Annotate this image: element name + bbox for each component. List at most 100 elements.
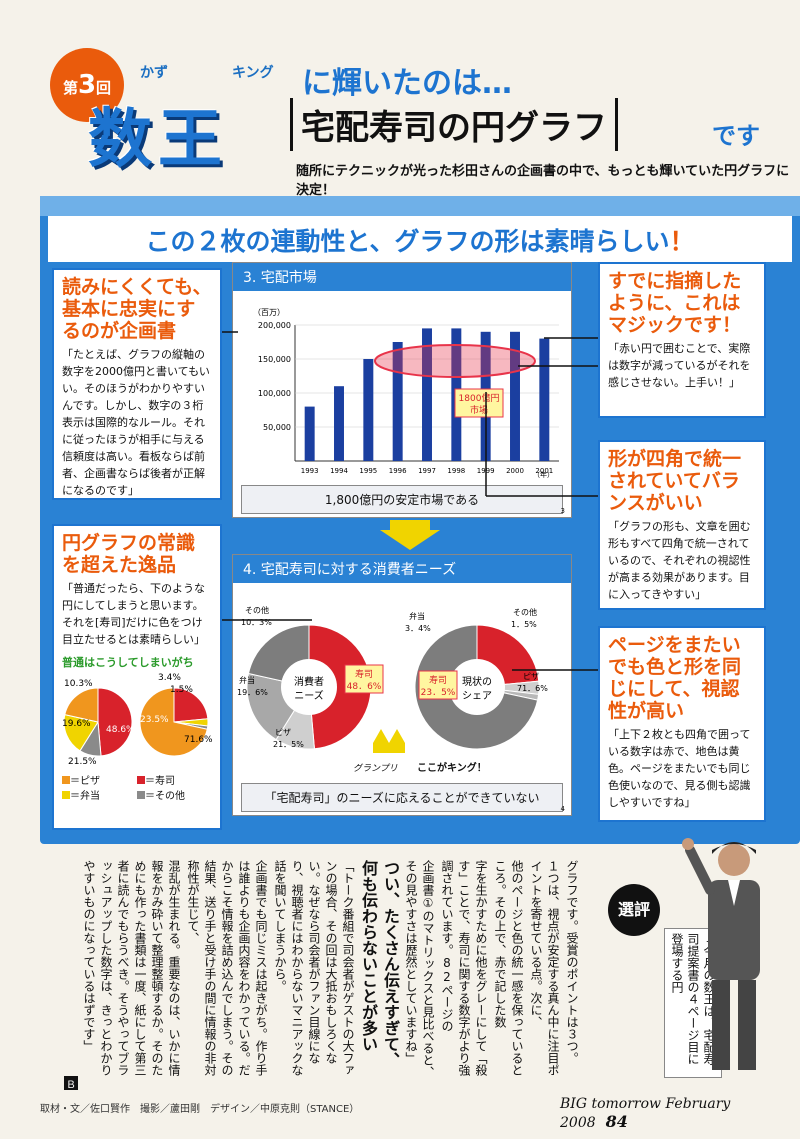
legend-other: ＝その他 bbox=[137, 789, 212, 804]
needs-hole bbox=[281, 659, 337, 715]
mini-pie-needs bbox=[63, 687, 133, 757]
note-right-2-title: 形が四角で統一されていてバランスがいい bbox=[608, 448, 742, 514]
needs-other: その他 bbox=[245, 605, 269, 615]
callout-line2: 市場 bbox=[470, 404, 488, 416]
article-col-6: 「トーク番組で司会者がゲストの大ファンの場合、その回は大抵おもしろくない。なぜな… bbox=[273, 860, 355, 1076]
share-pizza: ピザ bbox=[523, 672, 539, 681]
mini-label-b2: 1.5% bbox=[170, 685, 193, 695]
mini-legend: ＝ピザ ＝寿司 ＝弁当 ＝その他 bbox=[62, 774, 212, 804]
king-label: ここがキング！ bbox=[417, 761, 487, 774]
crown-icon bbox=[373, 729, 405, 753]
round-badge: 第3回 bbox=[50, 48, 124, 122]
xtick-label: 1996 bbox=[389, 467, 407, 475]
needs-bento: 弁当 bbox=[239, 675, 255, 685]
bar bbox=[422, 328, 432, 461]
title-b: です bbox=[712, 122, 760, 150]
headline-text: この２枚の連動性と、グラフの形は素晴らしい bbox=[145, 227, 670, 256]
article-col-3: 他のページと色の統一感を保っているところ。その上で、赤で記した数 bbox=[493, 860, 524, 1076]
subtitle: 随所にテクニックが光った杉田さんの企画書の中で、もっとも輝いていた円グラフに決定… bbox=[296, 164, 790, 198]
mini-pie-share bbox=[139, 687, 209, 757]
mini-share-slice bbox=[139, 687, 208, 757]
title-box: 宅配寿司の円グラフ bbox=[290, 98, 618, 151]
connector-lines bbox=[222, 331, 598, 671]
mini-label-b1: 3.4% bbox=[158, 673, 181, 683]
bar-year-unit: （年） bbox=[533, 470, 554, 479]
needs-sushi-box bbox=[344, 664, 384, 694]
credits: 取材・文／佐口賢作 撮影／蘆田剛 デザイン／中原克則（STANCE） bbox=[40, 1104, 360, 1115]
mini-label-a1: 10.3% bbox=[64, 679, 93, 689]
share-hole bbox=[449, 659, 505, 715]
article-col-8: 混乱が生まれる。重要なのは、いかに情報をかみ砕いて整理整頓するか。そのためにも作… bbox=[82, 860, 181, 1076]
mini-needs-slice bbox=[97, 687, 133, 757]
needs-pies: 消費者 ニーズ 現状の シェア その他 10．3% 弁当 19．6% ピザ 21… bbox=[237, 605, 548, 774]
ytick-label: 150,000 bbox=[258, 355, 291, 364]
mini-label-b3: 23.5% bbox=[140, 715, 169, 725]
note-right-3-title: ページをまたいでも色と形を同じにして、視認性が高い bbox=[608, 634, 742, 722]
article-col-1: グラフです。受賞のポイントは３つ。 bbox=[565, 860, 579, 1064]
xtick-label: 2000 bbox=[506, 467, 524, 475]
article-col-2: １つは、視点が安定する真ん中に注目ポイントを寄せている点。次に、 bbox=[529, 860, 560, 1076]
down-arrow bbox=[380, 520, 440, 550]
bar bbox=[304, 406, 315, 461]
share-other-v: 1．5% bbox=[511, 620, 537, 629]
article-heading-1: つい、たくさん伝えすぎて、 bbox=[381, 860, 400, 1068]
share-pizza-v: 71．6% bbox=[517, 684, 548, 693]
share-sushi: 寿司 bbox=[429, 674, 447, 686]
mini-share-slice bbox=[173, 687, 209, 723]
share-center-2: シェア bbox=[462, 691, 492, 702]
senpyo-badge: 選評 bbox=[608, 884, 660, 936]
share-sushi-v: 23．5% bbox=[421, 688, 456, 698]
round-suffix: 回 bbox=[96, 79, 112, 97]
note-left-1-title: 読みにくくても、基本に忠実にするのが企画書 bbox=[62, 276, 212, 342]
note-left-2-sub: 普通はこうしてしまいがち bbox=[62, 656, 194, 669]
note-left-2: 円グラフの常識を超えた逸品 「普通だったら、下のような円にしてしまうと思います。… bbox=[52, 524, 222, 830]
article-col-5: 企画書①のマトリックスと見比べると、その見やすさは歴然としていますね」 bbox=[404, 860, 435, 1078]
note-left-2-body: 「普通だったら、下のような円にしてしまうと思います。それを[寿司]だけに色をつけ… bbox=[62, 582, 205, 646]
legend-pizza: ＝ピザ bbox=[62, 774, 137, 789]
needs-center-1: 消費者 bbox=[294, 675, 324, 688]
xtick-label: 1997 bbox=[418, 467, 436, 475]
article-end-mark: Ｂ bbox=[64, 1076, 78, 1090]
article-heading-2: 何も伝わらないことが多い bbox=[359, 860, 378, 1052]
ytick-label: 100,000 bbox=[258, 389, 291, 398]
slide-needs-page: 4 bbox=[560, 805, 565, 813]
xtick-label: 1995 bbox=[359, 467, 377, 475]
mini-pies: 10.3% 19.6% 21.5% 48.6% 3.4% 1.5% 23.5% … bbox=[62, 673, 213, 767]
slide-market-footer: 1,800億円の安定市場である bbox=[241, 485, 563, 514]
title-big: 数王 bbox=[88, 103, 228, 177]
xtick-label: 1994 bbox=[330, 467, 348, 475]
needs-sushi-v: 48．6% bbox=[347, 682, 382, 692]
slide-needs-title: 4. 宅配寿司に対する消費者ニーズ bbox=[233, 555, 571, 583]
mini-label-a2: 19.6% bbox=[62, 719, 91, 729]
xtick-label: 1993 bbox=[301, 467, 319, 475]
note-left-1: 読みにくくても、基本に忠実にするのが企画書 「たとえば、グラフの縦軸の数字を20… bbox=[52, 268, 222, 500]
xtick-label: 2001 bbox=[535, 467, 553, 475]
crown-label: グランプリ bbox=[353, 763, 398, 774]
share-sushi-box bbox=[418, 670, 458, 700]
article: グラフです。受賞のポイントは３つ。 １つは、視点が安定する真ん中に注目ポイントを… bbox=[40, 860, 580, 1090]
note-right-2: 形が四角で統一されていてバランスがいい 「グラフの形も、文章を囲む形もすべて四角… bbox=[598, 440, 766, 610]
slide-market: 3. 宅配市場 （百万） （年） 50,000 100,000 150,000 200… bbox=[232, 262, 572, 518]
bar bbox=[334, 386, 344, 461]
note-right-1: すでに指摘したように、これはマジックです！ 「赤い円で囲むことで、実際は数字が減… bbox=[598, 262, 766, 418]
legend-sushi: ＝寿司 bbox=[137, 774, 212, 789]
mini-label-b4: 71.6% bbox=[184, 735, 213, 745]
page-number: 84 bbox=[605, 1112, 628, 1131]
slide-market-page: 3 bbox=[560, 507, 565, 515]
needs-sushi: 寿司 bbox=[355, 668, 373, 680]
note-right-3-body: 「上下２枚とも四角で囲っている数字は赤で、地色は黄色。ページをまたいでも同じ色使… bbox=[608, 728, 751, 809]
magazine-name: BIG tomorrow February 2008 bbox=[560, 1096, 731, 1131]
callout-line1: 1800億円 bbox=[459, 392, 500, 404]
highlight-ellipse bbox=[374, 344, 536, 378]
note-left-1-body: 「たとえば、グラフの縦軸の数字を2000億円と書いてもいい。そのほうがわかりやす… bbox=[62, 348, 210, 497]
ruby-kazu: かず bbox=[140, 65, 168, 81]
slide-needs: 4. 宅配寿司に対する消費者ニーズ 消費者 ニーズ 現状の シェア その他 10… bbox=[232, 554, 572, 816]
xtick-label: 1998 bbox=[447, 467, 465, 475]
note-right-3: ページをまたいでも色と形を同じにして、視認性が高い 「上下２枚とも四角で囲ってい… bbox=[598, 626, 766, 822]
share-center-1: 現状の bbox=[462, 675, 492, 688]
ytick-label: 200,000 bbox=[258, 321, 291, 330]
article-col-4: 字を生かすために他をグレーにして「殺す」ことで、寿司に関する数字がより強調されて… bbox=[440, 860, 488, 1076]
bar bbox=[363, 359, 374, 461]
round-number: 3 bbox=[77, 70, 97, 100]
note-right-1-title: すでに指摘したように、これはマジックです！ bbox=[608, 270, 742, 336]
